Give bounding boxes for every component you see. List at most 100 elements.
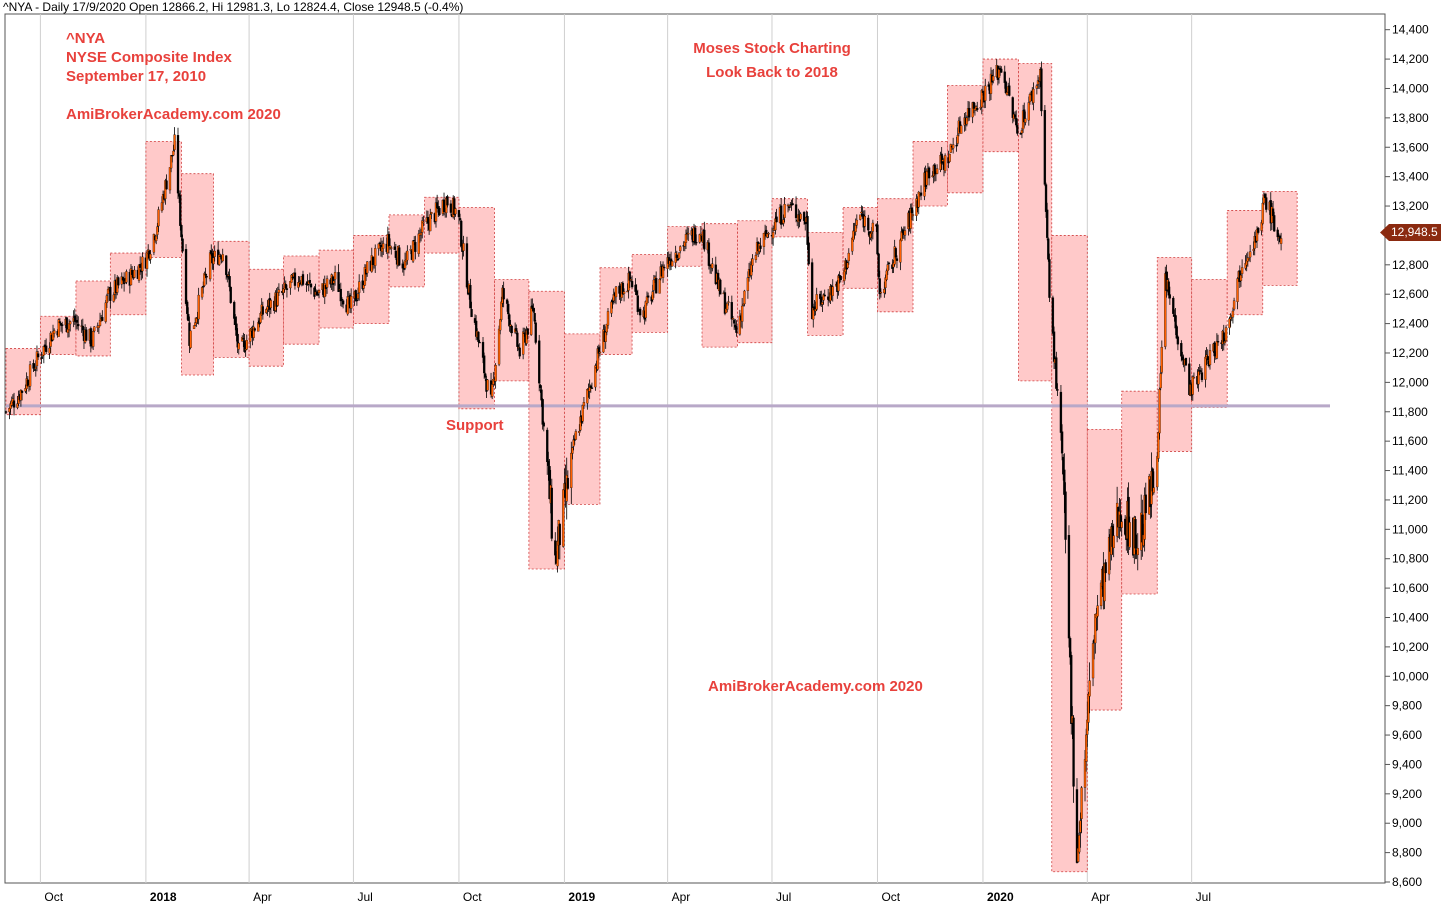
candle-body (1271, 208, 1275, 216)
candle-body (406, 250, 409, 261)
candle-body (968, 107, 971, 118)
candle-body (42, 346, 45, 356)
candle-body (20, 390, 24, 393)
y-tick-label: 13,400 (1392, 170, 1429, 184)
candle-body (229, 286, 232, 303)
candle-body (610, 301, 613, 314)
candle-body (1099, 582, 1103, 607)
candle-body (854, 225, 857, 232)
candle-body (145, 252, 149, 270)
candle-body (703, 229, 706, 250)
y-tick-label: 10,600 (1392, 581, 1429, 595)
candle-body (1204, 356, 1207, 380)
candle-body (454, 208, 457, 215)
candle-body (663, 266, 666, 269)
candle-body (802, 212, 806, 221)
candle-body (228, 276, 231, 288)
candle-body (586, 389, 589, 404)
candle-body (839, 275, 842, 281)
candle-body (378, 242, 381, 245)
candle-body (180, 225, 183, 238)
candle-body (651, 291, 654, 300)
candle-body (1184, 357, 1188, 366)
candle-body (1051, 297, 1055, 334)
candle-body (1000, 68, 1003, 73)
candle-body (1192, 376, 1196, 379)
candle-body (130, 269, 134, 275)
candle-body (539, 384, 542, 388)
candle-body (1260, 222, 1263, 231)
y-tick-label: 10,000 (1392, 669, 1429, 683)
candle-body (919, 192, 923, 196)
candle-body (67, 323, 71, 330)
candle-body (53, 330, 56, 334)
y-tick-label: 14,400 (1392, 23, 1429, 37)
candle-body (85, 329, 88, 341)
candle-body (871, 222, 875, 232)
y-tick-label: 10,400 (1392, 610, 1429, 624)
candle-body (308, 279, 312, 283)
candle-body (442, 199, 446, 213)
candle-body (949, 144, 953, 153)
candle-body (1232, 300, 1236, 310)
x-tick-label: Jul (1196, 890, 1211, 904)
candle-body (212, 257, 215, 265)
candle-body (181, 238, 184, 252)
candle-body (558, 523, 561, 546)
candle-body (458, 218, 462, 220)
candle-body (992, 75, 995, 81)
candle-body (133, 269, 136, 278)
candle-body (1047, 238, 1050, 260)
candle-body (1046, 209, 1049, 238)
candle-body (876, 224, 879, 255)
candle-body (589, 385, 592, 389)
candle-body (213, 250, 216, 257)
candle-body (104, 302, 107, 322)
x-tick-label: Jul (776, 890, 791, 904)
candle-body (1191, 376, 1194, 395)
candle-body (4, 411, 8, 413)
candle-body (339, 288, 342, 302)
candle-body (693, 227, 697, 244)
candle-body (486, 379, 489, 391)
candle-body (846, 262, 849, 269)
candle-body (746, 277, 750, 291)
y-tick-label: 8,600 (1392, 875, 1422, 889)
candle-body (81, 325, 84, 331)
candle-body (895, 258, 899, 261)
candle-body (141, 256, 144, 272)
candle-body (807, 242, 810, 265)
candle-body (284, 283, 287, 289)
candle-body (1052, 331, 1056, 362)
candle-body (297, 282, 300, 288)
candle-body (58, 321, 62, 324)
candle-body (574, 431, 578, 440)
candle-body (411, 240, 415, 262)
candle-body (1208, 350, 1212, 366)
candle-body (843, 270, 846, 281)
candle-body (903, 230, 907, 236)
candle-body (1236, 278, 1239, 302)
candle-body (438, 208, 441, 216)
candle-body (125, 271, 128, 283)
candle-body (165, 180, 168, 190)
ticker-label: ^NYA (66, 30, 106, 47)
candle-body (775, 216, 778, 223)
candle-body (484, 373, 487, 378)
candle-body (1044, 184, 1048, 212)
candle-body (869, 233, 872, 238)
candle-body (61, 324, 64, 326)
candle-body (910, 207, 914, 214)
candle-body (1085, 734, 1088, 762)
monthly-range-box (842, 207, 878, 289)
candle-body (751, 258, 754, 266)
candle-body (1223, 341, 1227, 343)
candle-body (1168, 294, 1172, 299)
candle-body (540, 389, 543, 401)
candle-body (526, 328, 529, 335)
candle-body (44, 345, 48, 353)
candle-body (1215, 341, 1219, 359)
monthly-range-box (1226, 210, 1264, 316)
candle-body (1072, 717, 1075, 787)
